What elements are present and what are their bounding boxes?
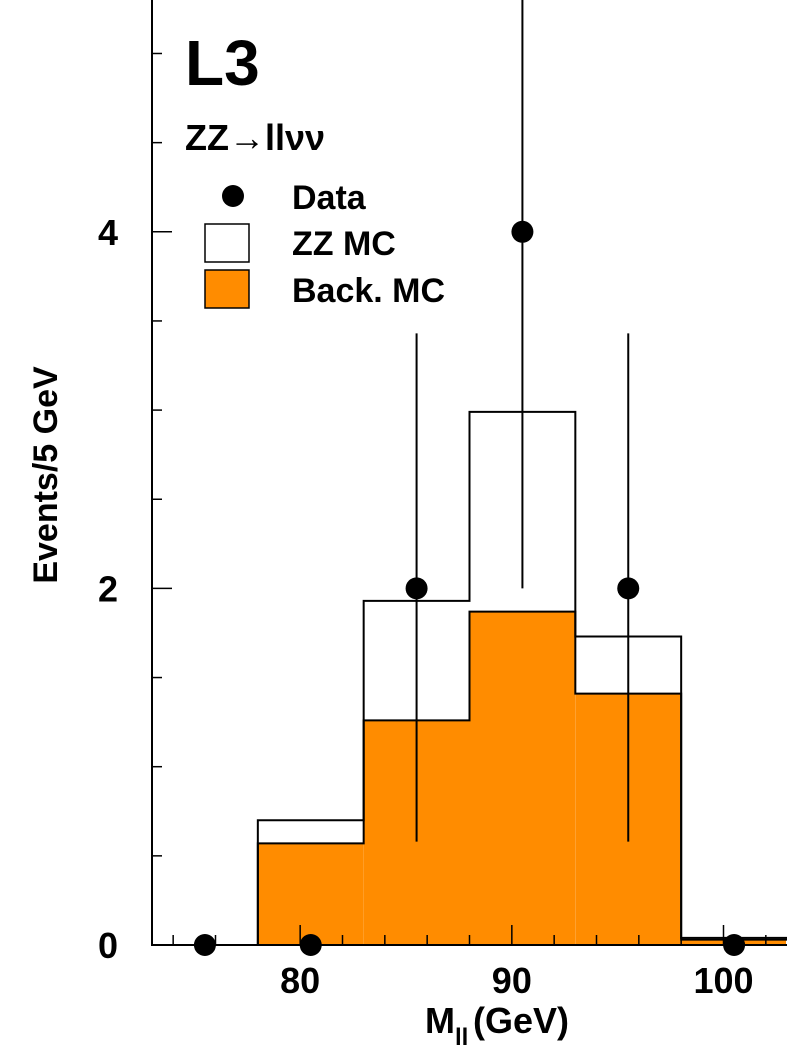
x-axis-label-subscript: ll (455, 1024, 468, 1051)
back-mc-outline (152, 610, 787, 946)
legend-back-swatch (204, 269, 250, 309)
y-tick-label: 2 (98, 568, 118, 609)
legend-zz-label: ZZ MC (292, 225, 396, 263)
x-tick-label: 80 (280, 960, 320, 1001)
y-tick-label: 4 (98, 212, 118, 253)
x-tick-label: 90 (492, 960, 532, 1001)
data-point (617, 577, 640, 600)
legend: Data ZZ MC Back. MC (204, 179, 445, 310)
data-point-layer (193, 220, 746, 956)
process-label: ZZ→llνν (185, 117, 325, 158)
legend-data-label: Data (292, 179, 367, 217)
zz-mc-outline (152, 410, 787, 946)
axes-frame (151, 0, 787, 946)
back-mc-bar (469, 611, 576, 945)
legend-zz-swatch (204, 223, 250, 263)
y-axis-label: Events/5 GeV (27, 366, 65, 584)
legend-back-label: Back. MC (292, 272, 445, 310)
x-axis-label: M ll (GeV) (425, 1000, 569, 1051)
axis-lines (151, 0, 787, 946)
y-tick-label: 0 (98, 925, 118, 966)
data-point (511, 220, 534, 243)
x-axis-label-unit: (GeV) (473, 1000, 569, 1041)
x-tick-label: 100 (693, 960, 753, 1001)
histogram-outline-layer (152, 410, 787, 946)
x-axis-label-main: M (425, 1000, 455, 1041)
tick-layer: 0 2 4 80 90 100 (98, 52, 767, 1001)
legend-data-marker (222, 185, 244, 207)
experiment-label: L3 (185, 27, 260, 99)
data-point (405, 577, 428, 600)
histogram-fill-layer (257, 411, 786, 946)
back-mc-bar (257, 843, 364, 945)
